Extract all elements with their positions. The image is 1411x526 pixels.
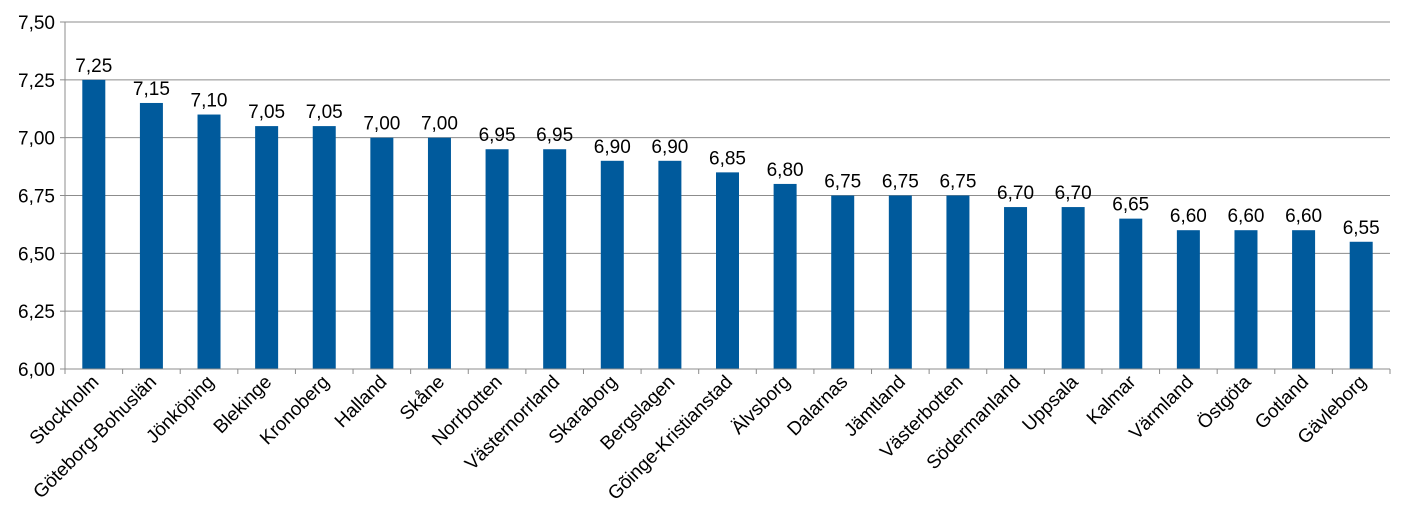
bar [1176,230,1200,369]
bar [197,114,221,370]
bar [485,149,509,369]
x-axis-category-labels: StockholmGöteborg-BohuslänJönköpingBleki… [26,369,1391,505]
bar [1004,207,1028,369]
y-tick-label: 6,75 [18,187,55,208]
data-label: 6,95 [536,125,573,146]
data-label: 7,05 [248,102,285,123]
bar [600,160,624,369]
x-category-label: Älvsborg [728,372,795,439]
data-label: 6,90 [594,137,631,158]
x-category-label: Uppsala [1019,371,1083,435]
bar [1061,207,1085,369]
y-tick-label: 7,25 [18,71,55,92]
bar [1292,230,1316,369]
x-category-label: Värmland [1126,372,1198,444]
bar [1349,241,1373,369]
bar [543,149,567,369]
bar [427,137,451,369]
y-tick-label: 7,00 [18,129,55,150]
x-category-label: Dalarnas [784,372,853,441]
data-label: 6,60 [1170,206,1207,227]
bar [370,137,394,369]
data-label: 6,70 [997,183,1034,204]
bars [82,79,1373,370]
bar [658,160,682,369]
data-label: 6,60 [1285,206,1322,227]
y-axis-tick-labels: 6,00 6,25 6,50 6,75 7,00 7,25 7,50 [18,13,55,381]
data-label: 6,80 [767,160,804,181]
data-labels: 7,25 7,15 7,10 7,05 7,05 7,00 7,00 6,95 6,95 6,90… [75,56,1379,239]
bar [1234,230,1258,369]
data-label: 6,95 [479,125,516,146]
bar [946,195,970,369]
data-label: 6,75 [824,172,861,193]
bar [82,79,106,369]
data-label: 7,05 [306,102,343,123]
data-label: 7,00 [363,114,400,135]
y-tick-label: 6,25 [18,302,55,323]
data-label: 7,00 [421,114,458,135]
x-category-label: Halland [331,372,391,432]
bar [1119,218,1143,369]
axes [64,22,1390,370]
data-label: 6,85 [709,148,746,169]
bar [773,183,797,369]
data-label: 6,65 [1112,195,1149,216]
x-category-label: Skåne [396,372,449,425]
bar [255,126,279,369]
data-label: 7,15 [133,79,170,100]
data-label: 7,10 [191,91,228,112]
data-label: 7,25 [75,56,112,77]
data-label: 6,75 [939,172,976,193]
bar [888,195,912,369]
x-category-label: Östgöta [1194,371,1256,433]
data-label: 6,75 [882,172,919,193]
y-tick-label: 6,50 [18,244,55,265]
data-label: 6,55 [1343,218,1380,239]
y-tick-label: 7,50 [18,13,55,34]
x-category-label: Kalmar [1083,371,1141,429]
y-tick-label: 6,00 [18,360,55,381]
data-label: 6,90 [651,137,688,158]
data-label: 6,70 [1055,183,1092,204]
bar [716,172,739,369]
bar [312,126,336,369]
bar [139,102,163,369]
bar [831,195,855,369]
data-label: 6,60 [1227,206,1264,227]
